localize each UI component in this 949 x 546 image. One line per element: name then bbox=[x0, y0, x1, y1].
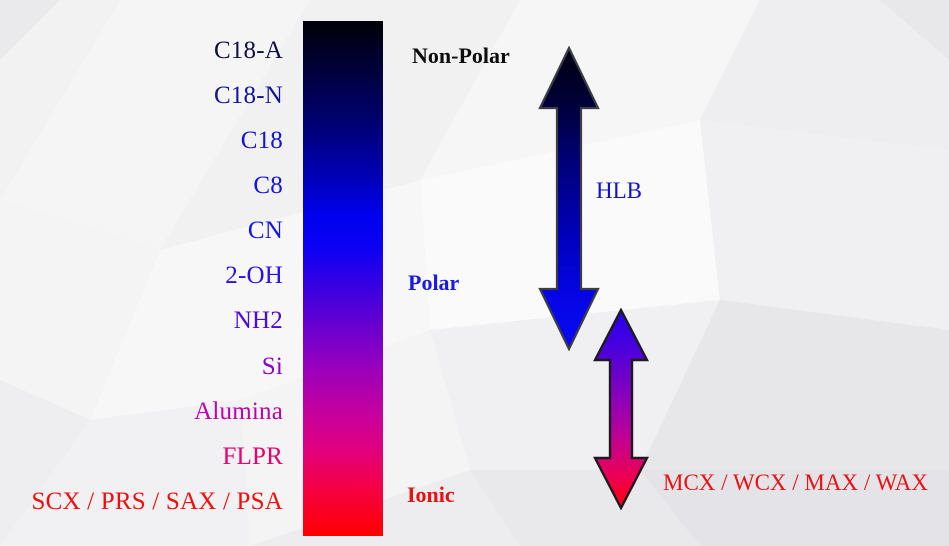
sorbent-label-c18-n: C18-N bbox=[213, 82, 283, 109]
region-label-polar: Polar bbox=[408, 270, 460, 295]
sorbent-label-nh2: NH2 bbox=[233, 307, 283, 334]
sorbent-label-flpr: FLPR bbox=[222, 443, 283, 470]
region-label-ionic: Ionic bbox=[407, 482, 455, 507]
mixed-mode-double-arrow-icon bbox=[593, 308, 649, 510]
arrow-label-hlb: HLB bbox=[596, 178, 642, 203]
polarity-gradient-bar bbox=[303, 21, 383, 536]
sorbent-label-si: Si bbox=[261, 353, 283, 380]
hlb-double-arrow-icon bbox=[538, 46, 600, 351]
region-label-non-polar: Non-Polar bbox=[412, 43, 510, 68]
arrow-label-mixed-mode: MCX / WCX / MAX / WAX bbox=[663, 470, 928, 495]
sorbent-label-cn: CN bbox=[247, 217, 283, 244]
sorbent-label-2-oh: 2-OH bbox=[225, 262, 283, 289]
sorbent-label-c18-a: C18-A bbox=[213, 37, 283, 64]
sorbent-label-alumina: Alumina bbox=[194, 398, 283, 425]
sorbent-label-c8: C8 bbox=[253, 172, 283, 199]
sorbent-label-c18: C18 bbox=[240, 127, 283, 154]
sorbent-label-column: C18-A C18-N C18 C8 CN 2-OH NH2 Si Alumin… bbox=[0, 0, 283, 546]
sorbent-label-ion-exchange: SCX / PRS / SAX / PSA bbox=[31, 488, 283, 515]
